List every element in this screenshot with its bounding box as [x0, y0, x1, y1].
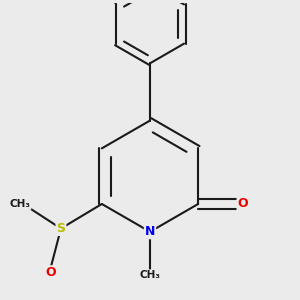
Text: CH₃: CH₃: [10, 199, 31, 209]
Text: S: S: [56, 222, 65, 235]
Text: O: O: [46, 266, 56, 279]
Text: O: O: [238, 197, 248, 211]
Text: N: N: [145, 225, 155, 238]
Text: CH₃: CH₃: [140, 270, 160, 280]
